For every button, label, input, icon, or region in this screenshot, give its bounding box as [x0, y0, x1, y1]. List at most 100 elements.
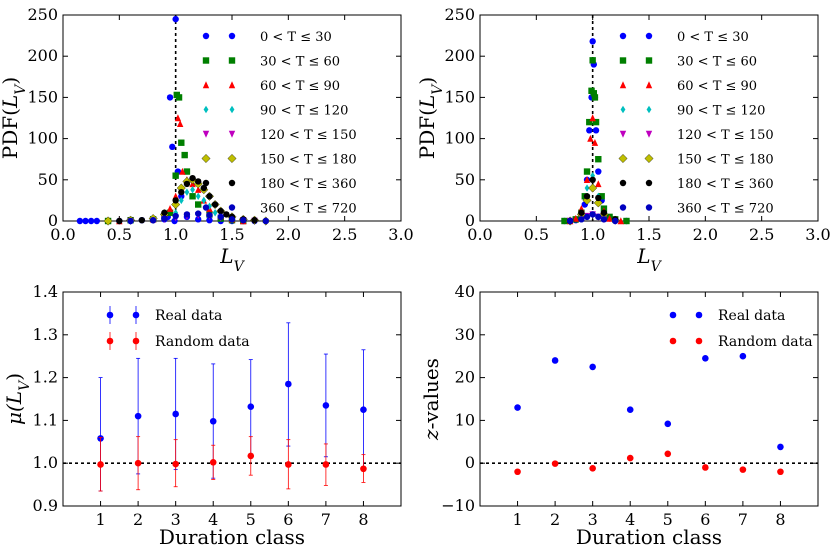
data-point: [134, 459, 142, 467]
x-axis-label: Duration class: [576, 525, 722, 549]
legend-label: 150 < T ≤ 180: [677, 153, 774, 168]
x-tick-label: 1.5: [636, 225, 661, 244]
data-point: [209, 459, 217, 466]
data-point: [190, 185, 195, 194]
series-4: [127, 212, 258, 225]
data-point: [195, 216, 202, 223]
data-point: [583, 213, 591, 221]
data-point: [211, 201, 219, 208]
legend-marker: [645, 130, 653, 138]
data-point: [166, 204, 174, 212]
data-point: [116, 217, 123, 225]
x-tick-label: 1.0: [580, 225, 605, 244]
legend-label: Real data: [718, 308, 785, 324]
y-axis-label: PDF(LV): [415, 77, 446, 159]
x-axis-label: LV: [636, 244, 662, 275]
data-point: [97, 461, 104, 468]
series-3: [128, 185, 257, 225]
series-0: [561, 38, 630, 225]
legend-marker: [695, 311, 703, 319]
y-tick-label: 1.2: [33, 368, 58, 387]
data-point: [595, 168, 602, 175]
y-axis-label: PDF(LV): [0, 77, 29, 159]
data-point: [360, 406, 367, 414]
legend: 0 < T ≤ 30 30 < T ≤ 60 60 < T ≤ 90 90 < T ≤…: [618, 30, 774, 217]
panel-pdf-right: 0.0 0.5 1.0 1.5 2.0 2.5 3.0 0 50 100 150 200 250 LV PD…: [415, 5, 830, 275]
data-point: [589, 38, 596, 45]
legend-marker: [619, 130, 627, 138]
data-point: [578, 209, 585, 216]
legend-marker: [132, 311, 140, 319]
legend-marker: [228, 57, 236, 64]
y-axis-label: μ(LV): [2, 373, 33, 425]
x-tick-label: 7: [321, 510, 331, 529]
y-tick-label: 1.0: [33, 453, 58, 472]
legend-label: 180 < T ≤ 360: [260, 177, 357, 192]
legend-marker: [201, 154, 211, 163]
y-tick-label: 1.1: [33, 410, 58, 429]
y-tick-label: 200: [444, 46, 475, 65]
legend-label: 360 < T ≤ 720: [260, 202, 357, 217]
legend-marker: [228, 32, 236, 40]
data-point: [195, 185, 202, 193]
data-point: [595, 213, 602, 221]
y-axis-label: z-values: [419, 358, 443, 441]
legend-marker: [202, 32, 210, 40]
data-point: [514, 468, 521, 476]
series-2: [116, 114, 247, 225]
data-point: [172, 15, 179, 23]
series-7: [127, 210, 269, 225]
x-tick-label: 5: [663, 510, 673, 529]
y-tick-label: 0.9: [33, 496, 58, 515]
legend-marker: [645, 32, 653, 40]
legend-marker: [618, 154, 628, 163]
data-point: [589, 211, 596, 218]
legend: Real data Random data: [669, 308, 813, 350]
data-point: [623, 217, 630, 225]
x-tick-label: 3: [588, 510, 598, 529]
x-tick-label: 2.0: [276, 225, 301, 244]
data-point: [586, 127, 593, 134]
y-tick-label: 0: [465, 453, 475, 472]
legend-marker: [202, 57, 210, 64]
data-point: [589, 465, 596, 472]
data-point: [183, 180, 191, 188]
legend-label: 150 < T ≤ 180: [260, 153, 357, 168]
x-tick-label: 3: [171, 510, 181, 529]
data-point: [593, 198, 603, 208]
legend: 0 < T ≤ 30 30 < T ≤ 60 60 < T ≤ 90 90 < T ≤…: [201, 30, 357, 217]
x-tick-label: 6: [700, 510, 710, 529]
data-point: [247, 403, 255, 411]
data-point: [178, 139, 185, 146]
data-point: [572, 214, 579, 222]
legend-marker: [646, 105, 652, 114]
series-1: [97, 436, 367, 492]
panel-z-values: 1 2 3 4 5 6 7 8 −10 0 10 20 30 40 Duration class z-valu…: [419, 282, 819, 549]
legend-marker: [619, 57, 627, 64]
data-point: [598, 193, 605, 200]
legend-label: Real data: [155, 308, 222, 324]
legend-label: 60 < T ≤ 90: [677, 79, 757, 94]
legend-marker: [645, 57, 653, 64]
y-tick-label: 150: [444, 87, 475, 106]
legend-label: 30 < T ≤ 60: [260, 55, 340, 70]
legend-label: 30 < T ≤ 60: [677, 55, 757, 70]
data-point: [181, 151, 188, 159]
y-tick-label: 20: [455, 368, 475, 387]
x-tick-label: 2: [550, 510, 560, 529]
legend-marker: [669, 311, 677, 319]
data-point: [514, 404, 521, 411]
legend-marker: [619, 81, 627, 89]
data-point: [87, 217, 95, 225]
data-point: [195, 178, 202, 185]
legend-marker: [106, 337, 114, 345]
data-point: [561, 217, 568, 225]
x-tick-label: 4: [208, 510, 218, 529]
data-point: [200, 184, 208, 192]
data-point: [206, 216, 213, 224]
data-point: [134, 412, 142, 420]
data-point: [739, 352, 747, 360]
y-tick-label: 10: [455, 410, 475, 429]
data-point: [664, 420, 672, 428]
x-tick-label: 6: [283, 510, 293, 529]
